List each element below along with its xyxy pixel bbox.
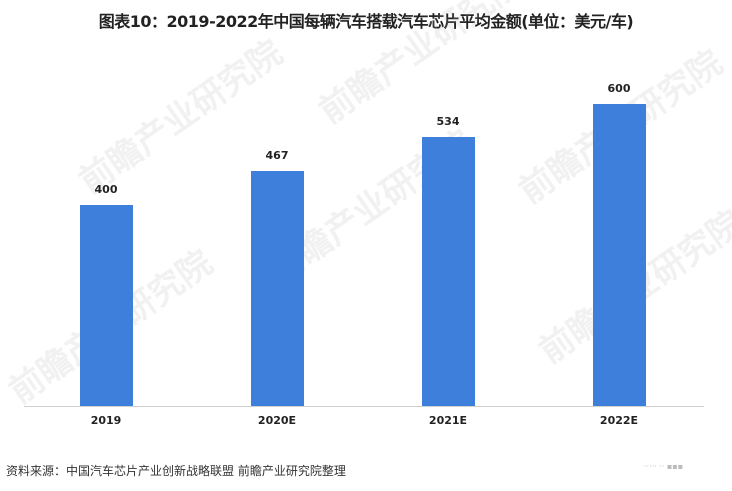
x-tick-label: 2019 bbox=[90, 414, 122, 427]
bar-2021E bbox=[421, 137, 475, 406]
value-label: 400 bbox=[94, 182, 118, 196]
x-tick-label: 2022E bbox=[599, 414, 639, 427]
value-label: 534 bbox=[436, 115, 460, 129]
value-label: 467 bbox=[265, 148, 289, 162]
x-tick-label: 2021E bbox=[428, 414, 468, 427]
x-tick-label: 2020E bbox=[257, 414, 297, 427]
value-label: 600 bbox=[607, 82, 631, 95]
chart-title: 图表10：2019-2022年中国每辆汽车搭载汽车芯片平均金额(单位：美元/车) bbox=[98, 12, 634, 31]
bar-2022E bbox=[592, 104, 646, 406]
source-note: 资料来源：中国汽车芯片产业创新战略联盟 前瞻产业研究院整理 bbox=[6, 464, 346, 478]
corner-watermark: ····· ·· ▪▪▪ bbox=[644, 462, 684, 471]
bar-2020E bbox=[250, 170, 304, 406]
bar-2019 bbox=[79, 204, 133, 406]
x-axis-line bbox=[24, 406, 704, 407]
